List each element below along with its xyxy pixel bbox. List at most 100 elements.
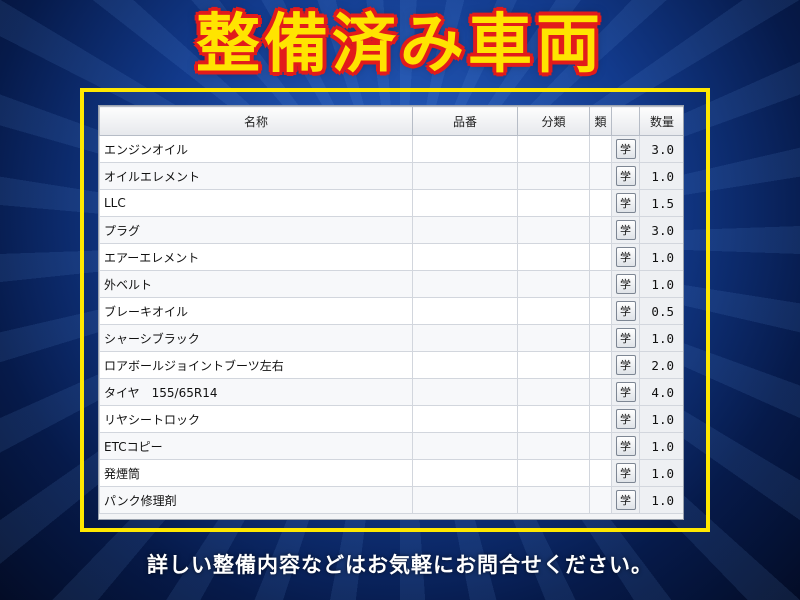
learn-button[interactable]: 学 (615, 355, 636, 375)
cell-category[interactable] (517, 243, 590, 271)
cell-part-no[interactable] (412, 189, 518, 217)
learn-button[interactable]: 学 (615, 139, 636, 159)
cell-quantity[interactable]: 1.0 (639, 243, 683, 271)
cell-part-no[interactable] (412, 432, 518, 460)
learn-button[interactable]: 学 (615, 409, 636, 429)
cell-quantity[interactable]: 1.0 (639, 270, 683, 298)
cell-quantity[interactable]: 1.5 (639, 189, 683, 217)
cell-name[interactable]: プラグ (99, 216, 413, 244)
cell-kind[interactable] (589, 216, 612, 244)
cell-name[interactable]: ETCコピー (99, 432, 413, 460)
cell-name[interactable]: リヤシートロック (99, 405, 413, 433)
cell-part-no[interactable] (412, 162, 518, 190)
cell-name[interactable]: オイルエレメント (99, 162, 413, 190)
cell-quantity[interactable]: 1.0 (639, 459, 683, 487)
cell-category[interactable] (517, 297, 590, 325)
column-header-kind[interactable]: 類 (589, 106, 612, 136)
cell-part-no[interactable] (412, 216, 518, 244)
table-row: 外ベルト 学 1.0 (99, 270, 683, 298)
column-header-quantity[interactable]: 数量 (639, 106, 683, 136)
cell-kind[interactable] (589, 324, 612, 352)
cell-part-no[interactable] (412, 405, 518, 433)
cell-name[interactable]: エアーエレメント (99, 243, 413, 271)
cell-quantity[interactable]: 3.0 (639, 135, 683, 163)
table-row: タイヤ 155/65R14 学 4.0 (99, 378, 683, 406)
cell-category[interactable] (517, 459, 590, 487)
cell-category[interactable] (517, 432, 590, 460)
cell-name[interactable]: タイヤ 155/65R14 (99, 378, 413, 406)
cell-name[interactable]: 外ベルト (99, 270, 413, 298)
learn-button[interactable]: 学 (615, 382, 636, 402)
learn-button[interactable]: 学 (615, 166, 636, 186)
cell-name[interactable]: パンク修理剤 (99, 486, 413, 514)
cell-button: 学 (611, 216, 640, 244)
cell-category[interactable] (517, 216, 590, 244)
cell-quantity[interactable]: 1.0 (639, 405, 683, 433)
cell-quantity[interactable]: 4.0 (639, 378, 683, 406)
cell-name[interactable]: 発煙筒 (99, 459, 413, 487)
cell-kind[interactable] (589, 378, 612, 406)
cell-part-no[interactable] (412, 459, 518, 487)
cell-button: 学 (611, 351, 640, 379)
column-header-part-no[interactable]: 品番 (412, 106, 518, 136)
cell-part-no[interactable] (412, 297, 518, 325)
learn-button[interactable]: 学 (615, 247, 636, 267)
learn-button[interactable]: 学 (615, 436, 636, 456)
cell-category[interactable] (517, 270, 590, 298)
cell-category[interactable] (517, 162, 590, 190)
cell-category[interactable] (517, 135, 590, 163)
cell-quantity[interactable]: 1.0 (639, 432, 683, 460)
cell-category[interactable] (517, 324, 590, 352)
cell-quantity[interactable]: 1.0 (639, 162, 683, 190)
cell-category[interactable] (517, 405, 590, 433)
cell-part-no[interactable] (412, 270, 518, 298)
cell-part-no[interactable] (412, 378, 518, 406)
learn-button[interactable]: 学 (615, 301, 636, 321)
cell-category[interactable] (517, 189, 590, 217)
cell-category[interactable] (517, 486, 590, 514)
cell-name[interactable]: ロアボールジョイントブーツ左右 (99, 351, 413, 379)
cell-quantity[interactable]: 0.5 (639, 297, 683, 325)
cell-kind[interactable] (589, 162, 612, 190)
cell-button: 学 (611, 162, 640, 190)
cell-part-no[interactable] (412, 135, 518, 163)
cell-button: 学 (611, 459, 640, 487)
cell-name[interactable]: シャーシブラック (99, 324, 413, 352)
cell-name[interactable]: エンジンオイル (99, 135, 413, 163)
learn-button[interactable]: 学 (615, 328, 636, 348)
cell-kind[interactable] (589, 459, 612, 487)
table-row: 発煙筒 学 1.0 (99, 459, 683, 487)
learn-button[interactable]: 学 (615, 463, 636, 483)
cell-part-no[interactable] (412, 351, 518, 379)
learn-button[interactable]: 学 (615, 274, 636, 294)
learn-button[interactable]: 学 (615, 193, 636, 213)
cell-kind[interactable] (589, 405, 612, 433)
cell-kind[interactable] (589, 432, 612, 460)
cell-button: 学 (611, 324, 640, 352)
learn-button[interactable]: 学 (615, 220, 636, 240)
cell-kind[interactable] (589, 243, 612, 271)
cell-kind[interactable] (589, 189, 612, 217)
cell-quantity[interactable]: 3.0 (639, 216, 683, 244)
cell-part-no[interactable] (412, 324, 518, 352)
cell-name[interactable]: ブレーキオイル (99, 297, 413, 325)
cell-quantity[interactable]: 2.0 (639, 351, 683, 379)
cell-part-no[interactable] (412, 243, 518, 271)
cell-quantity[interactable]: 1.0 (639, 324, 683, 352)
table-row: エンジンオイル 学 3.0 (99, 135, 683, 163)
learn-button[interactable]: 学 (615, 490, 636, 510)
column-header-name[interactable]: 名称 (99, 106, 413, 136)
cell-kind[interactable] (589, 486, 612, 514)
cell-kind[interactable] (589, 351, 612, 379)
cell-kind[interactable] (589, 135, 612, 163)
cell-quantity[interactable]: 1.0 (639, 486, 683, 514)
column-header-category[interactable]: 分類 (517, 106, 590, 136)
cell-button: 学 (611, 135, 640, 163)
cell-part-no[interactable] (412, 486, 518, 514)
cell-category[interactable] (517, 378, 590, 406)
cell-kind[interactable] (589, 297, 612, 325)
page-title: 整備済み車両 (196, 8, 604, 82)
cell-kind[interactable] (589, 270, 612, 298)
cell-category[interactable] (517, 351, 590, 379)
cell-name[interactable]: LLC (99, 189, 413, 217)
